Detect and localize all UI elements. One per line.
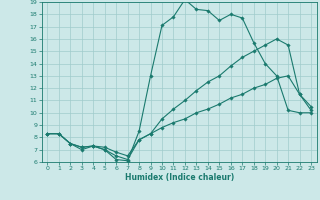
X-axis label: Humidex (Indice chaleur): Humidex (Indice chaleur) bbox=[124, 173, 234, 182]
